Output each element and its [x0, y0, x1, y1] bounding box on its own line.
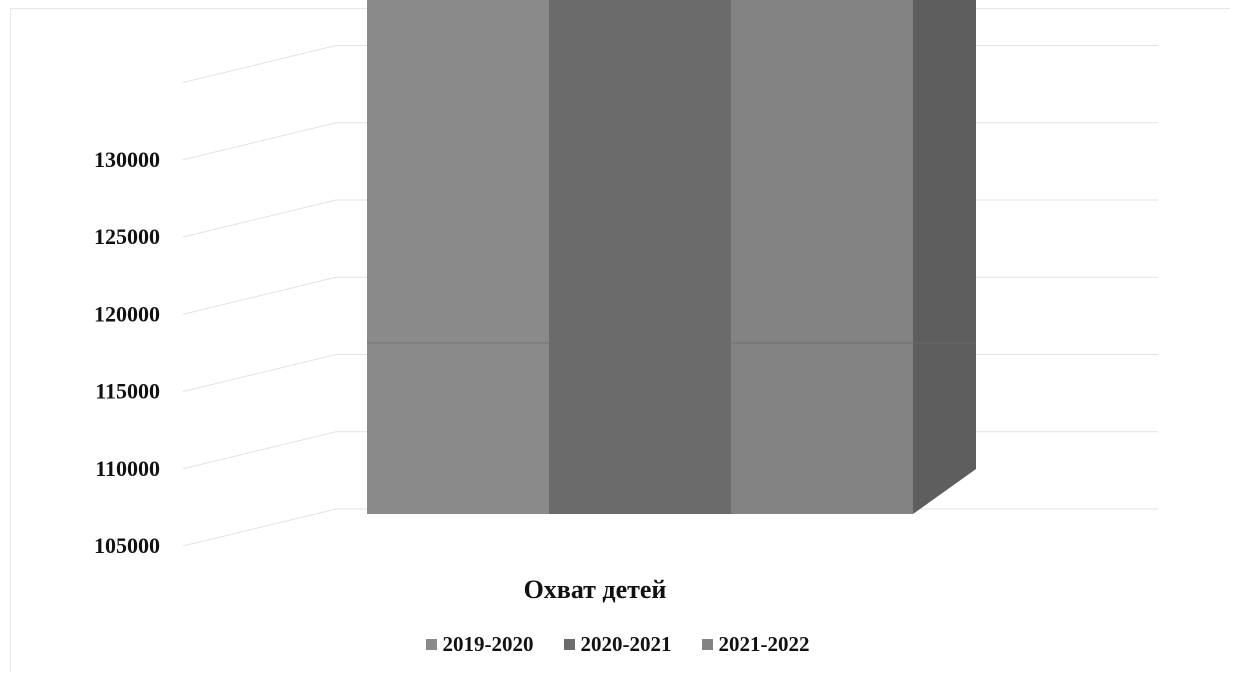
legend-label: 2021-2022: [718, 632, 810, 656]
bar-side: [913, 0, 976, 514]
gridline-side: [182, 276, 337, 315]
y-tick-label: 130000: [94, 147, 160, 172]
bar: [731, 0, 976, 514]
legend-item: 2019-2020: [425, 632, 534, 657]
legend-item: 2021-2022: [701, 632, 810, 657]
gridline-side: [182, 431, 337, 470]
legend-swatch: [563, 639, 575, 650]
gridline-side: [182, 508, 337, 547]
legend-item: 2020-2021: [563, 632, 672, 657]
bar-front: [549, 0, 731, 514]
bar-front: [731, 0, 913, 514]
legend-label: 2020-2021: [580, 632, 672, 656]
y-axis-ticks: 105000 110000 115000 120000 125000 130000: [94, 147, 160, 558]
gridline-side: [182, 199, 337, 238]
bar-front: [367, 0, 549, 514]
bars: [367, 0, 976, 514]
gridline-side: [182, 45, 337, 83]
y-tick-label: 125000: [94, 224, 160, 249]
y-tick-label: 105000: [94, 533, 160, 558]
y-tick-label: 115000: [95, 379, 160, 404]
legend-swatch: [425, 639, 437, 650]
gridline-side: [182, 122, 337, 161]
legend: 2019-2020 2020-2021 2021-2022: [0, 632, 1235, 657]
y-tick-label: 110000: [95, 456, 160, 481]
category-axis-label: Охват детей: [524, 575, 667, 604]
gridline-side: [182, 354, 337, 392]
legend-swatch: [701, 639, 713, 650]
legend-label: 2019-2020: [442, 632, 534, 656]
y-tick-label: 120000: [94, 301, 160, 326]
